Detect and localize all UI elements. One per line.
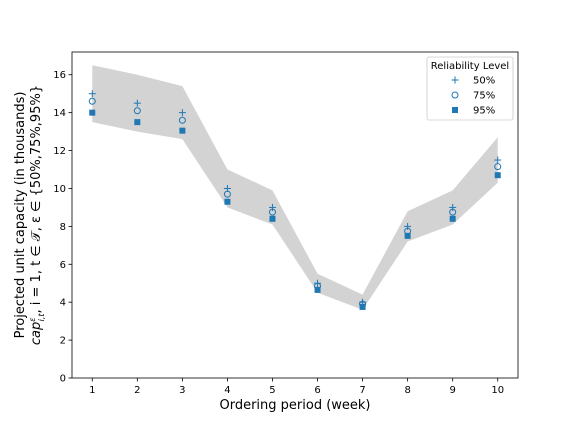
x-tick-label: 10 (491, 385, 504, 396)
data-point-plus (268, 203, 276, 211)
data-point-square (449, 215, 456, 222)
legend-box (426, 56, 514, 121)
y-axis-label-line1: Projected unit capacity (in thousands) (13, 92, 28, 339)
y-tick-label: 12 (53, 146, 66, 157)
x-axis-label: Ordering period (week) (219, 398, 370, 413)
legend-label-circle: 75% (473, 91, 495, 102)
legend-marker-plus (451, 76, 459, 84)
y-tick-label: 10 (53, 184, 66, 195)
data-point-square (269, 215, 276, 222)
legend: Reliability Level 50% 75% 95% (426, 56, 514, 121)
data-point-circle (133, 107, 141, 115)
data-point-square (89, 109, 96, 116)
y-tick-label: 0 (60, 374, 66, 385)
data-point-circle (223, 190, 231, 198)
data-point-circle (178, 116, 186, 124)
data-point-plus (404, 222, 412, 230)
x-tick-label: 4 (224, 385, 230, 396)
data-point-square (359, 303, 366, 310)
legend-label-square: 95% (473, 106, 495, 117)
data-point-plus (88, 90, 96, 98)
data-point-square (224, 198, 231, 205)
series-square (89, 109, 501, 310)
data-point-square (134, 119, 141, 126)
data-marks-layer (88, 90, 502, 310)
y-tick-label: 6 (60, 260, 66, 271)
legend-entries: 50% 75% 95% (451, 76, 495, 117)
y-tick-label: 14 (53, 108, 66, 119)
data-point-circle (268, 208, 276, 216)
data-point-plus (494, 156, 502, 164)
legend-marker-circle (451, 91, 459, 99)
x-tick-label: 3 (179, 385, 185, 396)
x-tick-label: 7 (359, 385, 365, 396)
legend-label-plus: 50% (473, 76, 495, 87)
y-axis-label-line2: capεi,t, i = 1, t ∈ 𝒯, ε ∈ {50%,75%,95%} (28, 85, 46, 345)
reliability-band (92, 65, 498, 310)
y-tick-label: 16 (53, 70, 66, 81)
y-axis-ticks: 0 2 4 6 8 10 12 14 16 (53, 70, 72, 385)
data-point-square (179, 127, 186, 134)
data-point-circle (449, 208, 457, 216)
data-point-circle (494, 163, 502, 171)
x-tick-label: 1 (89, 385, 95, 396)
data-point-plus (178, 109, 186, 117)
data-point-plus (133, 99, 141, 107)
confidence-band-layer (92, 65, 498, 310)
legend-marker-square (452, 107, 458, 113)
y-axis-label: Projected unit capacity (in thousands) c… (13, 85, 46, 345)
y-axis-label-symbol: cap (29, 322, 44, 345)
x-tick-label: 5 (269, 385, 275, 396)
data-point-square (314, 286, 321, 293)
y-tick-label: 8 (60, 222, 66, 233)
y-axis-label-superscript: ε (28, 317, 37, 322)
data-point-circle (88, 97, 96, 105)
x-tick-label: 2 (134, 385, 140, 396)
x-tick-label: 9 (449, 385, 455, 396)
x-tick-label: 6 (314, 385, 320, 396)
data-point-square (404, 232, 411, 239)
x-tick-label: 8 (404, 385, 410, 396)
data-point-square (494, 172, 501, 179)
series-circle (88, 97, 502, 308)
y-tick-label: 4 (60, 298, 66, 309)
y-axis-label-rest: , i = 1, t ∈ 𝒯, ε ∈ {50%,75%,95%} (29, 85, 44, 314)
plot-frame (71, 51, 519, 379)
x-axis-ticks: 1 2 3 4 5 6 7 8 9 10 (89, 378, 504, 396)
legend-title: Reliability Level (431, 61, 509, 72)
data-point-plus (449, 203, 457, 211)
y-tick-label: 2 (60, 336, 66, 347)
y-axis-label-subscript: i,t (37, 313, 46, 322)
